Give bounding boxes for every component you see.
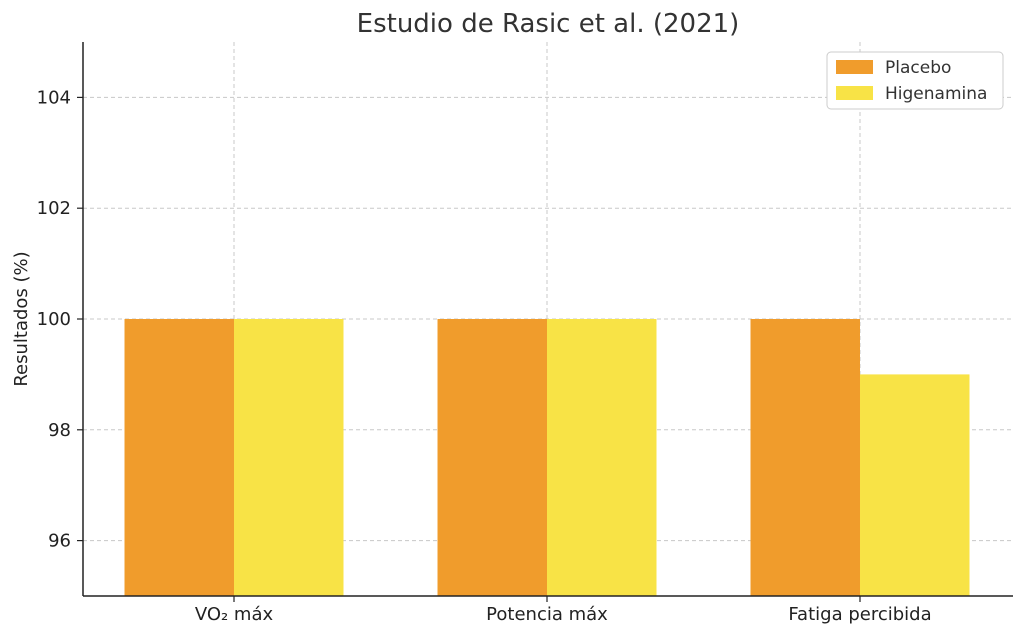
y-tick-label: 96	[48, 531, 71, 552]
y-tick-label: 104	[37, 87, 71, 108]
legend-swatch-placebo	[836, 60, 873, 74]
x-tick-label: Potencia máx	[486, 604, 608, 625]
x-tick-label: VO₂ máx	[195, 604, 274, 625]
legend: Placebo Higenamina	[826, 51, 1004, 110]
x-tick-label: Fatiga percibida	[788, 604, 931, 625]
y-axis-label: Resultados (%)	[11, 251, 32, 386]
legend-label-placebo: Placebo	[885, 58, 951, 78]
bar-placebo-2	[750, 319, 860, 596]
bar-higenamina-2	[860, 374, 970, 596]
legend-label-higenamina: Higenamina	[885, 84, 987, 104]
chart-title: Estudio de Rasic et al. (2021)	[357, 9, 740, 39]
legend-swatch-higenamina	[836, 86, 873, 100]
ticks: 96 98 100 102 104 VO₂ máx Potencia máx Fatiga p…	[37, 87, 932, 625]
bars	[124, 319, 970, 596]
bar-higenamina-1	[547, 319, 657, 596]
y-tick-label: 98	[48, 420, 71, 441]
bar-placebo-1	[437, 319, 547, 596]
bar-placebo-0	[124, 319, 234, 596]
y-tick-label: 100	[37, 309, 71, 330]
bar-higenamina-0	[234, 319, 344, 596]
y-tick-label: 102	[37, 198, 71, 219]
